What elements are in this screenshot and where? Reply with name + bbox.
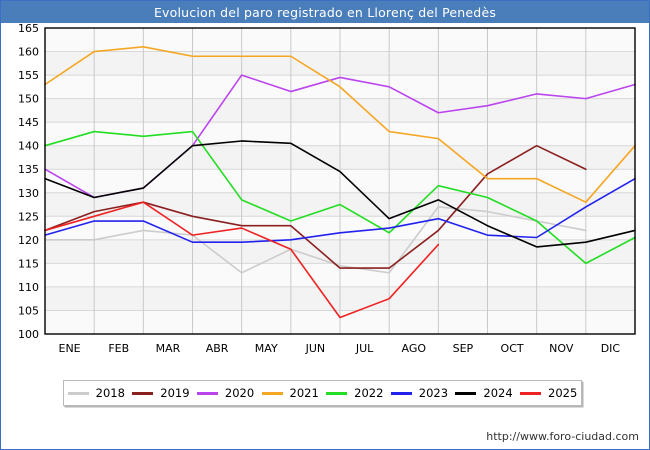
legend-label: 2021 — [289, 386, 319, 400]
x-tick-label-ENE: ENE — [59, 342, 81, 355]
y-tick-label: 105 — [18, 304, 39, 317]
legend-label: 2020 — [224, 386, 255, 400]
series-line-2023 — [44, 177, 636, 243]
chart-legend: 2018 2019 2020 2021 2022 2023 2024 2025 — [63, 380, 582, 406]
x-tick-label-MAR: MAR — [156, 342, 181, 355]
legend-item-2019[interactable]: 2019 — [129, 386, 194, 400]
y-tick-label: 110 — [18, 281, 39, 294]
x-tick-label-SEP: SEP — [453, 342, 474, 355]
legend-swatch-icon — [326, 391, 348, 395]
y-tick-label: 135 — [18, 163, 39, 176]
x-tick-label-DIC: DIC — [601, 342, 621, 355]
legend-label: 2022 — [354, 386, 384, 400]
y-tick-label: 165 — [18, 23, 39, 35]
legend-label: 2024 — [483, 386, 513, 400]
x-tick-label-ABR: ABR — [206, 342, 229, 355]
legend-item-2021[interactable]: 2021 — [258, 386, 323, 400]
line-chart: 100 105 110 115 120 125 130 135 140 145 150 155 160 1… — [1, 23, 649, 428]
x-tick-label-JUN: JUN — [305, 342, 326, 355]
legend-label: 2018 — [95, 386, 125, 400]
series-line-2024 — [44, 140, 636, 248]
y-tick-label: 145 — [18, 116, 39, 129]
x-tick-label-AGO: AGO — [401, 342, 426, 355]
x-tick-label-OCT: OCT — [501, 342, 524, 355]
window-title-bar: Evolucion del paro registrado en Llorenç… — [1, 1, 649, 23]
x-tick-label-FEB: FEB — [108, 342, 129, 355]
legend-swatch-icon — [520, 391, 542, 395]
legend-item-2018[interactable]: 2018 — [64, 386, 129, 400]
y-tick-label: 120 — [18, 234, 39, 247]
y-tick-label: 150 — [18, 93, 39, 106]
legend-label: 2019 — [160, 386, 190, 400]
series-line-2021 — [44, 46, 636, 203]
y-tick-label: 115 — [18, 257, 39, 270]
x-tick-label-NOV: NOV — [549, 342, 574, 355]
chart-svg: 100 105 110 115 120 125 130 135 140 145 150 155 160 1… — [18, 23, 636, 355]
legend-label: 2025 — [548, 386, 578, 400]
legend-swatch-icon — [261, 391, 283, 395]
legend-item-2022[interactable]: 2022 — [323, 386, 388, 400]
y-tick-label: 125 — [18, 210, 39, 223]
legend-item-2025[interactable]: 2025 — [516, 386, 581, 400]
y-tick-label: 140 — [18, 140, 39, 153]
source-url: http://www.foro-ciudad.com — [486, 430, 639, 443]
legend-swatch-icon — [455, 391, 477, 395]
legend-label: 2023 — [418, 386, 449, 400]
x-tick-label-JUL: JUL — [355, 342, 374, 355]
legend-item-2023[interactable]: 2023 — [387, 386, 452, 400]
legend-item-2024[interactable]: 2024 — [452, 386, 517, 400]
page-title: Evolucion del paro registrado en Llorenç… — [153, 4, 497, 20]
x-tick-label-MAY: MAY — [255, 342, 278, 355]
y-tick-label: 160 — [18, 46, 39, 59]
plot-border — [44, 27, 636, 335]
y-tick-label: 130 — [18, 187, 39, 200]
legend-swatch-icon — [196, 391, 218, 395]
legend-swatch-icon — [67, 391, 89, 395]
legend-swatch-icon — [132, 391, 154, 395]
y-tick-label: 155 — [18, 69, 39, 82]
series-line-2018 — [44, 206, 587, 274]
y-tick-label: 100 — [18, 328, 39, 341]
legend-item-2020[interactable]: 2020 — [193, 386, 258, 400]
series-line-2022 — [44, 130, 636, 265]
legend-swatch-icon — [390, 391, 412, 395]
series-line-2025 — [44, 201, 440, 319]
